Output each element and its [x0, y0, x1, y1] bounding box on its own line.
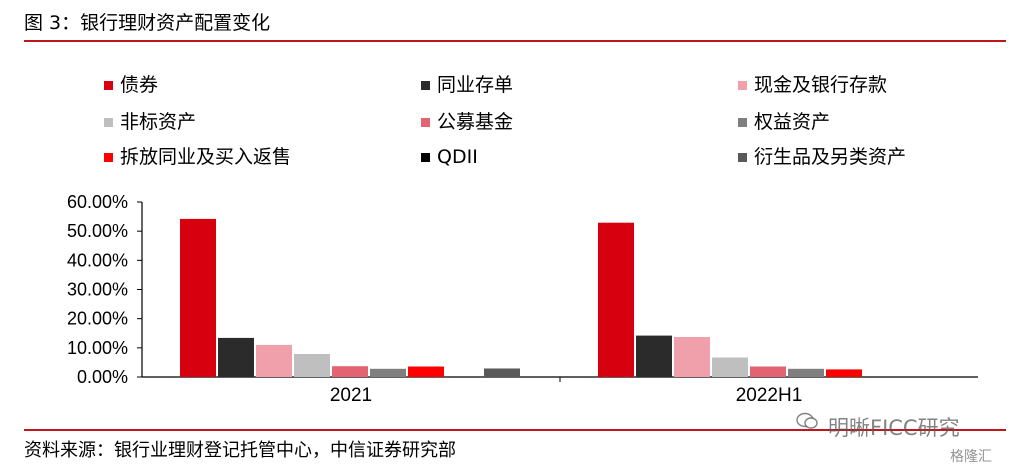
bar — [712, 357, 748, 377]
bar — [750, 366, 786, 377]
legend-swatch — [421, 117, 430, 127]
legend-item: 同业存单 — [421, 72, 513, 98]
y-tick-label: 40.00% — [67, 250, 128, 270]
figure-title: 图 3：银行理财资产配置变化 — [24, 12, 271, 34]
legend-item: 现金及银行存款 — [738, 72, 887, 98]
y-tick-label: 50.00% — [67, 221, 128, 241]
legend-label: QDII — [437, 146, 478, 168]
legend-swatch — [104, 152, 113, 162]
legend-item: 衍生品及另类资产 — [738, 144, 906, 170]
legend-swatch — [421, 152, 430, 162]
y-tick-label: 60.00% — [67, 192, 128, 212]
legend-label: 债券 — [120, 74, 159, 96]
bar — [788, 368, 824, 377]
legend-swatch — [738, 80, 747, 90]
legend-item: QDII — [421, 144, 478, 170]
legend-label: 权益资产 — [754, 111, 831, 133]
bar — [256, 344, 292, 377]
title-rule — [24, 40, 1006, 42]
bar — [370, 368, 406, 377]
legend-label: 非标资产 — [120, 111, 197, 133]
wechat-icon — [796, 412, 818, 429]
x-category-label: 2021 — [330, 385, 372, 406]
bar — [598, 222, 634, 377]
legend-item: 非标资产 — [104, 109, 196, 135]
legend-swatch — [104, 117, 113, 127]
bar — [218, 337, 254, 377]
legend-swatch — [738, 152, 747, 162]
bar — [674, 337, 710, 377]
y-tick-label: 20.00% — [67, 309, 128, 329]
y-tick-label: 30.00% — [67, 280, 128, 300]
watermark-text: 明晰FICC研究 — [828, 416, 960, 440]
legend-label: 衍生品及另类资产 — [754, 146, 907, 168]
legend-item: 权益资产 — [738, 109, 830, 135]
source-rule — [24, 429, 1006, 431]
bar — [636, 335, 672, 377]
legend-swatch — [104, 80, 113, 90]
bar-chart: 0.00% 10.00% 20.00% 30.00% 40.00% 50.00% 60.00… — [67, 192, 978, 406]
bar — [180, 218, 216, 377]
legend: 债券 同业存单 现金及银行存款非标资产 公募基金 权益资产拆放同业及买入返售 QDII 衍生… — [0, 0, 1026, 190]
legend-label: 公募基金 — [437, 111, 514, 133]
y-tick-label: 0.00% — [77, 367, 128, 387]
watermark-brand: 格隆汇 — [950, 449, 992, 465]
bar — [294, 354, 330, 377]
source-note: 资料来源：银行业理财登记托管中心，中信证券研究部 — [24, 440, 456, 461]
legend-swatch — [738, 117, 747, 127]
legend-item: 公募基金 — [421, 109, 513, 135]
legend-item: 拆放同业及买入返售 — [104, 144, 291, 170]
legend-label: 同业存单 — [437, 74, 514, 96]
bar — [826, 369, 862, 377]
bar — [332, 366, 368, 377]
bar — [484, 368, 520, 377]
legend-swatch — [421, 80, 430, 90]
legend-label: 现金及银行存款 — [754, 74, 888, 96]
legend-label: 拆放同业及买入返售 — [120, 146, 292, 168]
y-tick-label: 10.00% — [67, 338, 128, 358]
x-category-label: 2022H1 — [736, 385, 803, 406]
bar — [408, 366, 444, 377]
legend-item: 债券 — [104, 72, 158, 98]
